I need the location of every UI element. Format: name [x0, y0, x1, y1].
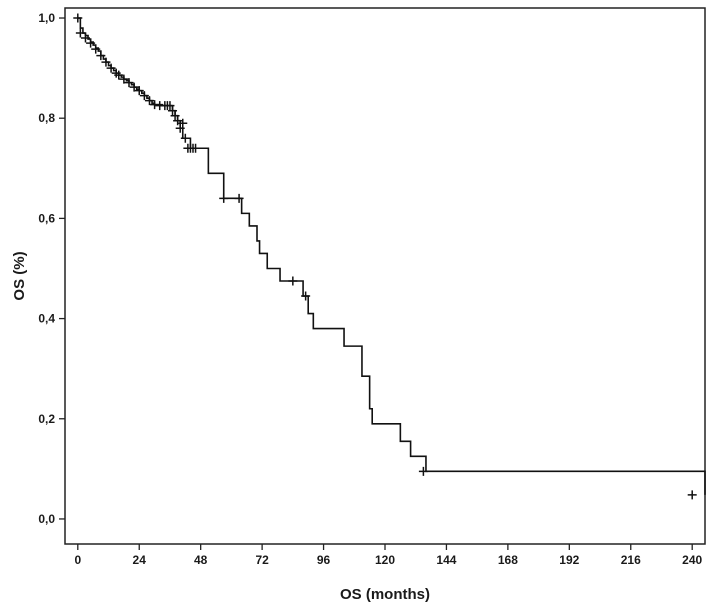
x-tick-label: 48: [194, 553, 208, 567]
censor-mark: [124, 78, 134, 88]
x-tick-label: 0: [74, 553, 81, 567]
y-axis-title: OS (%): [11, 251, 28, 300]
x-tick-label: 144: [436, 553, 456, 567]
censor-mark: [86, 38, 96, 48]
censor-mark: [178, 118, 188, 128]
y-tick-label: 0,0: [38, 512, 55, 526]
censor-mark: [301, 291, 311, 301]
censor-mark: [219, 193, 229, 203]
x-tick-label: 72: [255, 553, 269, 567]
x-tick-label: 240: [682, 553, 702, 567]
plot-frame: [64, 7, 706, 545]
y-tick-label: 0,4: [38, 312, 55, 326]
censor-mark: [144, 96, 154, 106]
censor-mark: [150, 100, 160, 110]
censor-mark: [134, 86, 144, 96]
censor-mark: [180, 133, 190, 143]
censor-mark: [139, 91, 149, 101]
censor-mark: [170, 111, 180, 121]
censor-marks: [73, 13, 697, 500]
censor-mark: [80, 33, 90, 43]
censor-mark: [234, 193, 244, 203]
censor-mark: [168, 106, 178, 116]
censor-mark: [96, 51, 106, 61]
x-tick-label: 120: [375, 553, 395, 567]
censor-mark: [191, 143, 201, 153]
censor-mark: [101, 57, 111, 67]
x-tick-label: 24: [133, 553, 147, 567]
censor-mark: [288, 276, 298, 286]
censor-mark: [114, 70, 124, 80]
censor-mark: [73, 13, 83, 23]
censor-mark: [418, 466, 428, 476]
censor-mark: [91, 44, 101, 54]
x-tick-label: 96: [317, 553, 331, 567]
censor-mark: [687, 490, 697, 500]
censor-mark: [106, 63, 116, 73]
x-tick-label: 168: [498, 553, 518, 567]
y-axis: 0,0 0,2 0,4 0,6 0,8 1,0: [38, 11, 65, 526]
censor-mark: [173, 116, 183, 126]
censor-mark: [129, 82, 139, 92]
x-tick-label: 216: [621, 553, 641, 567]
censor-mark: [75, 28, 85, 38]
censor-mark: [119, 74, 129, 84]
y-tick-label: 1,0: [38, 11, 55, 25]
censor-mark: [175, 123, 185, 133]
y-tick-label: 0,8: [38, 111, 55, 125]
y-tick-label: 0,6: [38, 211, 55, 225]
x-axis: 0 24 48 72 96 120 144 168 192 216 240: [74, 544, 703, 567]
x-axis-title: OS (months): [340, 586, 430, 603]
x-tick-label: 192: [559, 553, 579, 567]
y-tick-label: 0,2: [38, 412, 55, 426]
censor-mark: [165, 101, 175, 111]
